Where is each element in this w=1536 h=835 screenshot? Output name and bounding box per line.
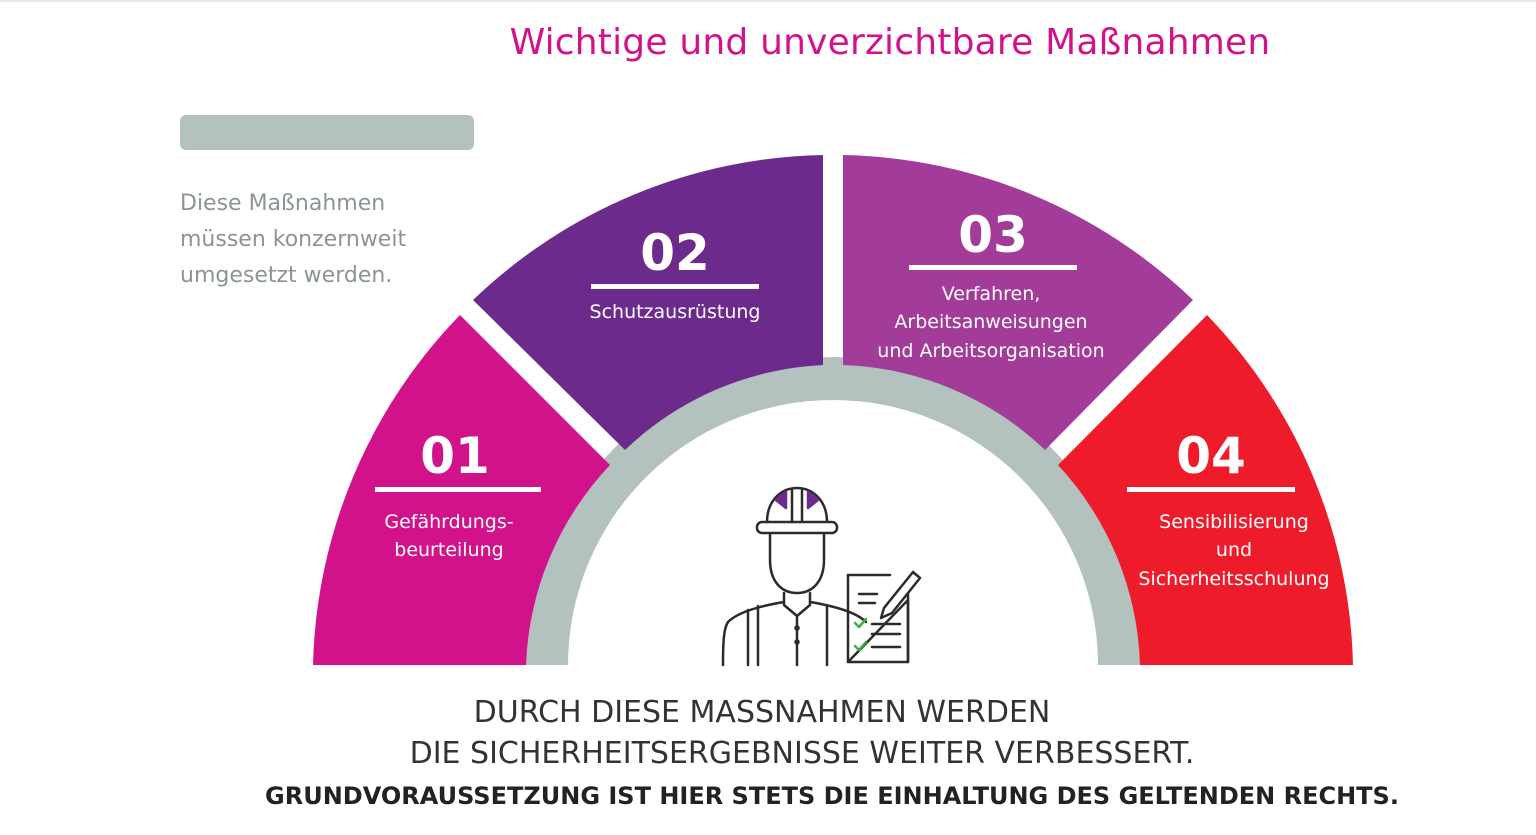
segment-01-underline [375,487,541,492]
segment-01-number: 01 [420,427,490,485]
construction-worker-icon [721,486,868,667]
intro-text: Diese Maßnahmen müssen konzernweit umges… [180,186,440,294]
segment-01-label: Gefährdungs- [384,511,513,533]
decorative-bar [180,115,474,150]
summary-line-1: DURCH DIESE MASSNAHMEN WERDEN [473,695,1051,730]
segment-04-label: und [1216,539,1252,561]
segment-03-number: 03 [958,206,1028,264]
segment-03-label: Arbeitsanweisungen [894,311,1087,333]
segment-04-label: Sensibilisierung [1159,511,1309,533]
intro-line: Diese Maßnahmen [180,191,386,216]
segment-03-label: Verfahren, [942,283,1041,305]
segment-02-label: Schutzausrüstung [590,301,761,323]
segment-02 [473,155,823,450]
intro-line: müssen konzernweit [180,227,407,252]
segment-04-underline [1127,487,1295,492]
segment-02-underline [591,284,759,289]
page-title: Wichtige und unverzichtbare Maßnahmen [509,22,1271,63]
top-border [0,0,1536,2]
segment-04-label: Sicherheitsschulung [1138,568,1329,590]
segment-04-number: 04 [1176,427,1246,485]
gear-ring [525,357,1141,665]
clipboard-checklist-icon [846,570,922,664]
segment-02-number: 02 [640,224,710,282]
segment-03-label: und Arbeitsorganisation [877,340,1104,362]
segment-03 [843,155,1193,450]
segment-03-underline [909,265,1077,270]
legal-requirement-line: GRUNDVORAUSSETZUNG IST HIER STETS DIE EI… [265,782,1399,810]
summary-line-2: DIE SICHERHEITSERGEBNISSE WEITER VERBESS… [409,736,1195,771]
segment-01-label: beurteilung [394,539,503,561]
intro-line: umgesetzt werden. [180,263,393,288]
